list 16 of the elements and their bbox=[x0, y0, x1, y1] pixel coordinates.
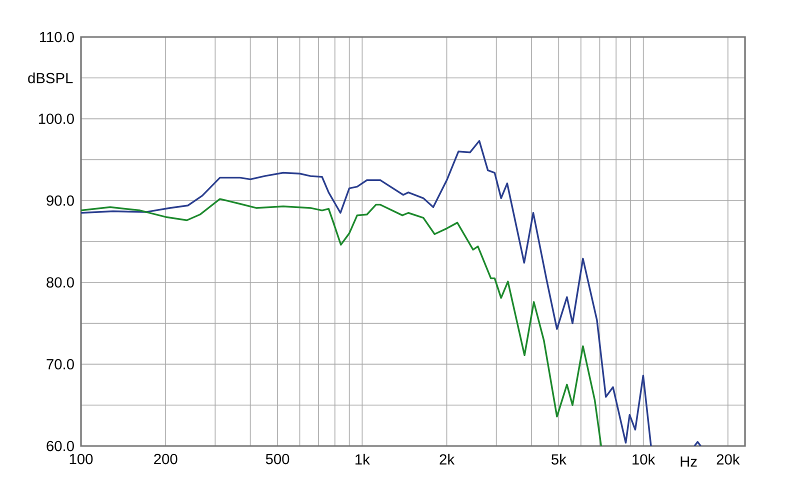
x-axis-title: Hz bbox=[680, 456, 697, 467]
y-tick-label: 110.0 bbox=[40, 32, 74, 42]
y-tick-label: 60.0 bbox=[46, 440, 74, 452]
y-tick-label: 90.0 bbox=[46, 195, 74, 206]
x-tick-label: 5k bbox=[552, 454, 566, 465]
y-tick-label: 80.0 bbox=[46, 277, 74, 288]
y-axis-title: dBSPL bbox=[28, 72, 73, 84]
x-tick-label: 10k bbox=[632, 454, 656, 465]
x-tick-label: 100 bbox=[70, 454, 93, 464]
x-tick-label: 2k bbox=[440, 454, 455, 464]
y-tick-label: 70.0 bbox=[46, 359, 74, 370]
x-tick-label: 500 bbox=[266, 454, 290, 464]
x-tick-label: 20k bbox=[716, 454, 740, 465]
y-tick-label: 100.0 bbox=[38, 114, 74, 124]
x-tick-label: 1k bbox=[356, 454, 370, 464]
x-tick-label: 200 bbox=[154, 454, 178, 464]
